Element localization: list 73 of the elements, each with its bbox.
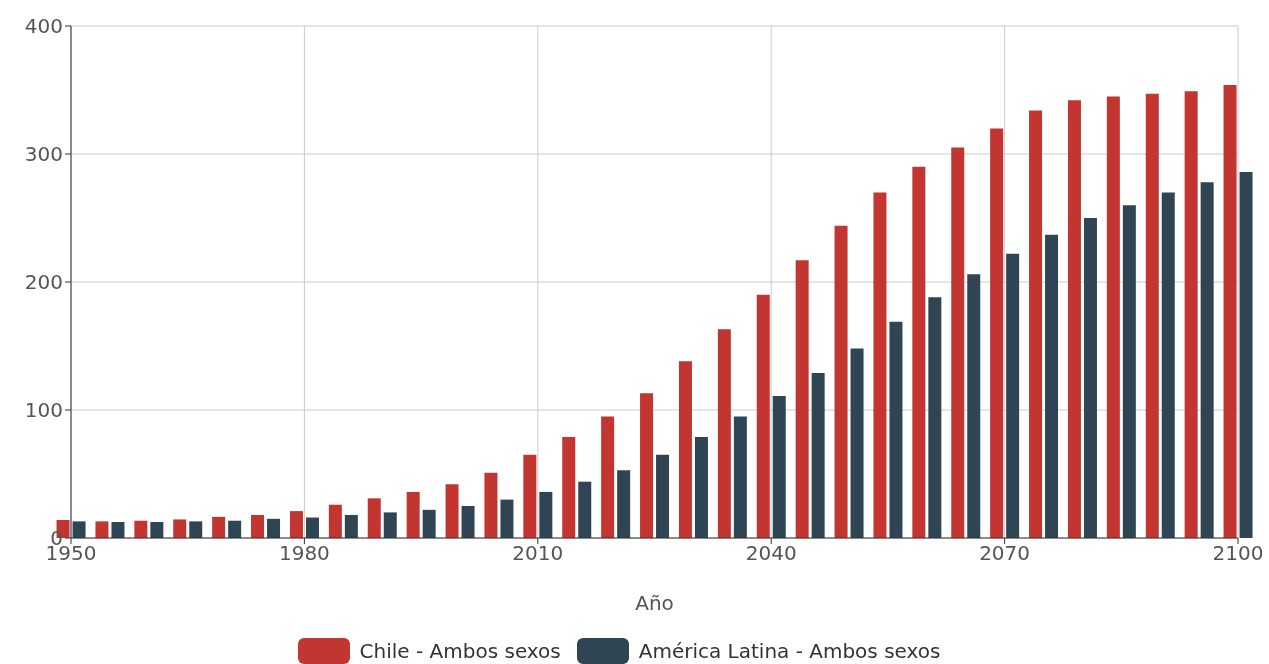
bar — [717, 329, 731, 538]
bar — [267, 518, 281, 538]
bar — [344, 514, 358, 538]
bar — [1145, 93, 1159, 538]
legend-label: América Latina - Ambos sexos — [638, 639, 941, 663]
bar — [1200, 182, 1214, 538]
bar — [212, 516, 226, 538]
x-tick-label: 2100 — [1212, 541, 1264, 566]
bar — [500, 499, 514, 538]
bar — [406, 491, 420, 538]
bar — [228, 520, 242, 538]
bar — [1161, 192, 1175, 538]
bar — [422, 509, 436, 538]
bar — [461, 506, 475, 538]
bar — [134, 520, 148, 538]
bar — [111, 522, 125, 538]
bar — [1184, 91, 1198, 538]
bar — [756, 294, 770, 538]
bar — [951, 147, 965, 538]
bar — [539, 491, 553, 538]
x-tick-label: 1980 — [278, 541, 330, 566]
bar — [640, 393, 654, 538]
bar — [1083, 218, 1097, 538]
bar — [484, 472, 498, 538]
bar — [1223, 84, 1237, 538]
y-tick-label: 200 — [24, 270, 63, 295]
bar — [173, 519, 187, 538]
bar — [1106, 96, 1120, 538]
bar — [289, 511, 303, 538]
bar — [523, 454, 537, 538]
bar — [656, 454, 670, 538]
bar — [850, 348, 864, 538]
bar — [562, 436, 576, 538]
y-tick-label: 100 — [24, 398, 63, 423]
bar — [1067, 100, 1081, 538]
bar — [733, 416, 747, 538]
x-axis-title: Año — [635, 591, 674, 616]
bar — [834, 225, 848, 538]
x-tick-label: 2010 — [512, 541, 564, 566]
bar — [251, 514, 265, 538]
bar — [1029, 110, 1043, 538]
legend-label: Chile - Ambos sexos — [359, 639, 561, 663]
bar — [578, 481, 592, 538]
y-tick-label: 300 — [24, 142, 63, 167]
bar — [967, 274, 981, 538]
bar — [150, 522, 164, 538]
bar — [367, 498, 381, 538]
bar — [912, 166, 926, 538]
x-tick-label: 2070 — [979, 541, 1031, 566]
bar — [889, 321, 903, 538]
y-tick-label: 400 — [24, 14, 63, 39]
bar — [328, 504, 342, 538]
bar — [1122, 205, 1136, 538]
bar — [383, 512, 397, 538]
bar — [795, 260, 809, 538]
bar — [1239, 171, 1253, 538]
bar — [990, 128, 1004, 538]
bar — [1006, 253, 1020, 538]
bar — [694, 436, 708, 538]
bar — [95, 521, 109, 538]
bar — [445, 484, 459, 538]
bar — [617, 470, 631, 538]
x-tick-label: 2040 — [745, 541, 797, 566]
bar — [678, 361, 692, 538]
bar — [305, 517, 319, 538]
bar — [189, 521, 203, 538]
bar — [811, 372, 825, 538]
bar — [873, 192, 887, 538]
bar — [72, 521, 86, 538]
bar — [928, 297, 942, 538]
bar — [1045, 234, 1059, 538]
bar — [772, 395, 786, 538]
bar — [601, 416, 615, 538]
